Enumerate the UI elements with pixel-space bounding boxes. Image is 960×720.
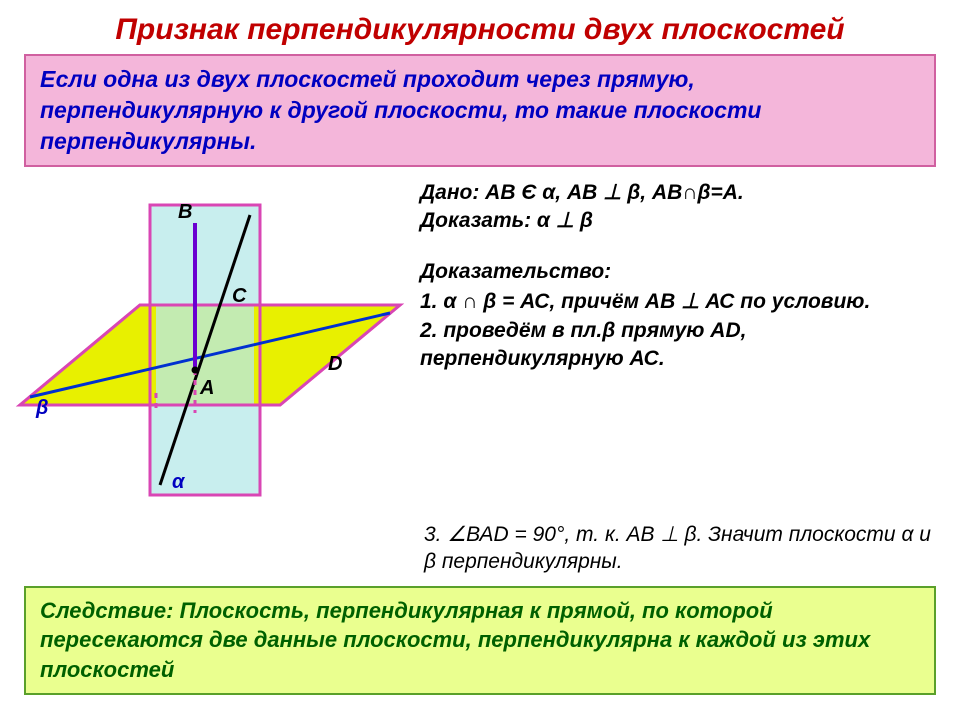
- diagram: B C D A β α: [0, 175, 420, 515]
- proof-text: Дано: АВ Є α, АВ ⊥ β, АВ∩β=А. Доказать: …: [420, 175, 960, 515]
- label-A: A: [200, 377, 214, 400]
- proof-step2: 2. проведём в пл.β прямую АD, перпендику…: [420, 317, 940, 374]
- given-line1: Дано: АВ Є α, АВ ⊥ β, АВ∩β=А.: [420, 179, 940, 207]
- proof-step3: 3. ∠ВАD = 90°, т. к. АВ ⊥ β. Значит плос…: [24, 521, 936, 576]
- theorem-box: Если одна из двух плоскостей проходит че…: [24, 54, 936, 167]
- label-beta: β: [36, 397, 48, 420]
- page-title: Признак перпендикулярности двух плоскост…: [0, 0, 960, 50]
- proof-step1: 1. α ∩ β = АС, причём АВ ⊥ АС по условию…: [420, 288, 940, 316]
- label-D: D: [328, 353, 342, 376]
- label-B: B: [178, 201, 192, 224]
- given-line2: Доказать: α ⊥ β: [420, 207, 940, 235]
- label-C: C: [232, 285, 246, 308]
- corollary-box: Следствие: Плоскость, перпендикулярная к…: [24, 586, 936, 695]
- diagram-svg: [0, 175, 420, 515]
- proof-header: Доказательство:: [420, 258, 940, 286]
- middle-row: B C D A β α Дано: АВ Є α, АВ ⊥ β, АВ∩β=А…: [0, 175, 960, 515]
- label-alpha: α: [172, 471, 184, 494]
